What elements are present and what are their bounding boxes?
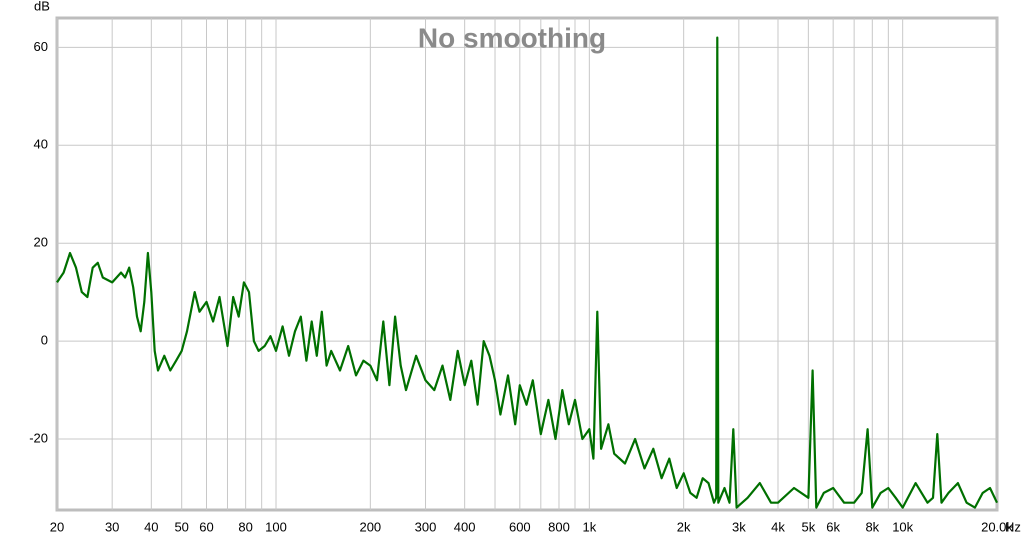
x-tick-label: 4k xyxy=(771,519,785,534)
y-tick-label: -20 xyxy=(29,430,48,445)
chart-title: No smoothing xyxy=(418,22,606,53)
x-tick-label: 20.0k xyxy=(981,519,1013,534)
y-unit: dB xyxy=(34,0,50,13)
x-tick-label: 30 xyxy=(105,519,119,534)
x-tick-label: 20 xyxy=(50,519,64,534)
x-tick-label: 60 xyxy=(199,519,213,534)
x-tick-label: 600 xyxy=(509,519,531,534)
x-tick-label: 300 xyxy=(415,519,437,534)
x-tick-label: 2k xyxy=(677,519,691,534)
y-tick-label: 0 xyxy=(41,333,48,348)
y-tick-label: 40 xyxy=(34,137,48,152)
x-tick-label: 80 xyxy=(238,519,252,534)
spectrum-line xyxy=(56,36,998,509)
x-tick-label: 800 xyxy=(548,519,570,534)
x-tick-label: 40 xyxy=(144,519,158,534)
x-tick-label: 8k xyxy=(865,519,879,534)
y-tick-label: 60 xyxy=(34,39,48,54)
x-tick-label: 1k xyxy=(582,519,596,534)
x-tick-label: 6k xyxy=(826,519,840,534)
x-tick-label: 3k xyxy=(732,519,746,534)
x-tick-label: 10k xyxy=(892,519,913,534)
x-tick-label: 100 xyxy=(265,519,287,534)
x-tick-label: 200 xyxy=(359,519,381,534)
x-tick-label: 5k xyxy=(801,519,815,534)
x-tick-label: 400 xyxy=(454,519,476,534)
x-unit: Hz xyxy=(1005,519,1021,534)
y-tick-label: 20 xyxy=(34,235,48,250)
plot-frame xyxy=(55,16,999,512)
x-tick-label: 50 xyxy=(174,519,188,534)
